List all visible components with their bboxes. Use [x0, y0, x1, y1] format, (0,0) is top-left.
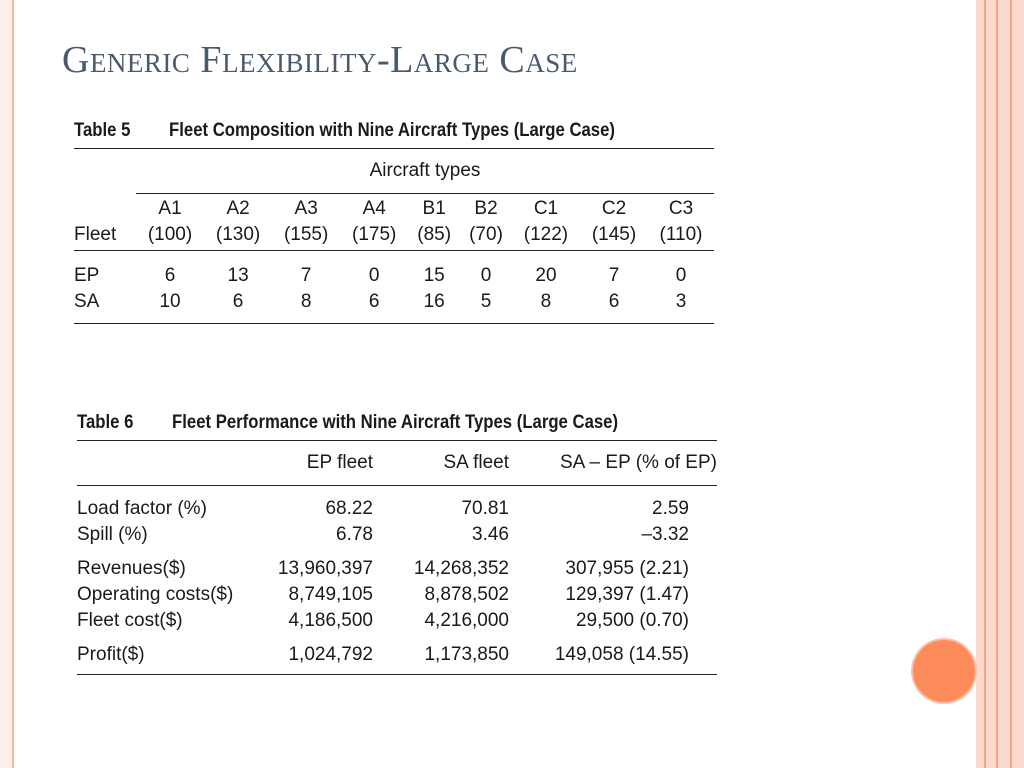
table-cell: 4,216,000: [424, 610, 509, 631]
aircraft-code: C3: [668, 198, 694, 219]
column-header: EP fleet: [273, 440, 373, 486]
table-cell: 6.78: [336, 524, 373, 545]
table-cell: 129,397 (1.47): [565, 584, 689, 605]
table-row: Operating costs($) 8,749,105 8,878,502 1…: [77, 582, 717, 608]
table-cell: 0: [480, 265, 492, 286]
row-label: Load factor (%): [77, 498, 207, 519]
table-cell: 1,024,792: [288, 644, 373, 665]
row-label: Spill (%): [77, 524, 148, 545]
aircraft-code: B1: [422, 198, 446, 219]
table-cell: 7: [300, 265, 312, 286]
aircraft-capacity: (70): [460, 220, 512, 251]
left-frame-border: [0, 0, 14, 768]
table-cell: 7: [608, 265, 620, 286]
slide-title: Generic Flexibility-Large Case: [62, 39, 578, 81]
row-label: Profit($): [77, 644, 145, 665]
table-row: Load factor (%) 68.22 70.81 2.59: [77, 486, 717, 523]
row-label: Operating costs($): [77, 584, 234, 605]
aircraft-types-header: Aircraft types: [136, 148, 714, 194]
table-cell: 0: [675, 265, 687, 286]
table-cell: 149,058 (14.55): [554, 644, 689, 665]
table-cell: 3.46: [472, 524, 509, 545]
table-cell: 8: [300, 291, 312, 312]
decorative-circle: [913, 640, 975, 702]
aircraft-capacity: (122): [511, 220, 580, 251]
frame-line: [984, 0, 986, 768]
table-cell: 16: [423, 291, 445, 312]
table-row: Fleet cost($) 4,186,500 4,216,000 29,500…: [77, 608, 717, 634]
table-6-title: Fleet Performance with Nine Aircraft Typ…: [172, 412, 619, 433]
table-cell: 3: [675, 291, 687, 312]
table-5-title: Fleet Composition with Nine Aircraft Typ…: [169, 120, 615, 141]
aircraft-code: A1: [158, 198, 182, 219]
frame-line: [996, 0, 998, 768]
table-5-number: Table 5: [74, 120, 131, 141]
empty-header: [77, 440, 273, 486]
aircraft-capacity: (175): [340, 220, 409, 251]
right-frame-border: [976, 0, 1024, 768]
table-cell: 2.59: [652, 498, 689, 519]
row-label: SA: [74, 291, 100, 312]
table-row: Profit($) 1,024,792 1,173,850 149,058 (1…: [77, 634, 717, 675]
aircraft-capacity: (100): [136, 220, 205, 251]
table-5: Table 5 Fleet Composition with Nine Aircr…: [74, 120, 714, 324]
table-row: Revenues($) 13,960,397 14,268,352 307,95…: [77, 548, 717, 582]
column-header: SA fleet: [373, 440, 509, 486]
fleet-row-header: Fleet: [74, 220, 136, 251]
table-cell: 6: [164, 265, 176, 286]
row-label: Revenues($): [77, 558, 186, 579]
aircraft-code: A4: [362, 198, 386, 219]
table-cell: 4,186,500: [288, 610, 373, 631]
aircraft-capacity: (145): [580, 220, 649, 251]
empty-cell: [74, 194, 136, 221]
table-cell: 20: [535, 265, 557, 286]
fleet-performance-table: EP fleet SA fleet SA – EP (% of EP) Load…: [77, 440, 717, 675]
row-label: Fleet cost($): [77, 610, 183, 631]
table-cell: 1,173,850: [424, 644, 509, 665]
aircraft-code: B2: [474, 198, 498, 219]
aircraft-code: A3: [294, 198, 318, 219]
aircraft-code: C1: [533, 198, 559, 219]
table-cell: 15: [423, 265, 445, 286]
table-cell: 0: [368, 265, 380, 286]
table-row: Spill (%) 6.78 3.46 –3.32: [77, 522, 717, 548]
table-6: Table 6 Fleet Performance with Nine Aircr…: [77, 412, 717, 675]
table-cell: 10: [159, 291, 181, 312]
table-cell: 70.81: [461, 498, 509, 519]
table-cell: –3.32: [641, 524, 689, 545]
table-row: EP 6 13 7 0 15 0 20 7 0: [74, 251, 714, 290]
table-cell: 14,268,352: [413, 558, 509, 579]
frame-line: [1010, 0, 1012, 768]
table-cell: 13,960,397: [277, 558, 373, 579]
table-cell: 8,749,105: [288, 584, 373, 605]
aircraft-capacity: (85): [408, 220, 461, 251]
table-cell: 8,878,502: [424, 584, 509, 605]
table-6-number: Table 6: [77, 412, 134, 433]
aircraft-capacity: (130): [204, 220, 273, 251]
table-5-caption: Table 5 Fleet Composition with Nine Aircr…: [74, 120, 637, 148]
empty-corner: [74, 149, 136, 194]
aircraft-code: C2: [601, 198, 627, 219]
aircraft-code: A2: [226, 198, 250, 219]
aircraft-capacity: (110): [648, 220, 714, 251]
aircraft-capacity: (155): [272, 220, 341, 251]
table-cell: 5: [480, 291, 492, 312]
table-cell: 68.22: [325, 498, 373, 519]
table-cell: 6: [232, 291, 244, 312]
table-cell: 13: [227, 265, 249, 286]
table-row: SA 10 6 8 6 16 5 8 6 3: [74, 289, 714, 324]
table-6-caption: Table 6 Fleet Performance with Nine Aircr…: [77, 412, 640, 440]
table-cell: 6: [608, 291, 620, 312]
fleet-composition-table: Aircraft types A1 A2 A3 A4 B1 B2 C1 C2 C…: [74, 148, 714, 324]
table-cell: 29,500 (0.70): [575, 610, 689, 631]
row-label: EP: [74, 265, 100, 286]
table-cell: 8: [540, 291, 552, 312]
table-cell: 6: [368, 291, 380, 312]
table-cell: 307,955 (2.21): [565, 558, 689, 579]
column-header: SA – EP (% of EP): [509, 440, 717, 486]
